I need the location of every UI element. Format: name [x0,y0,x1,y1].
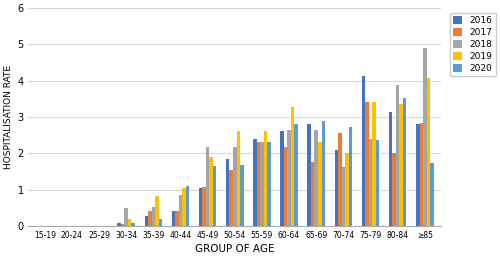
Legend: 2016, 2017, 2018, 2019, 2020: 2016, 2017, 2018, 2019, 2020 [450,13,496,76]
Bar [182,188,186,226]
Bar [314,130,318,226]
Bar [284,147,288,226]
Bar [311,162,314,226]
Bar [291,107,294,226]
Bar [416,124,420,226]
Bar [155,196,158,226]
Bar [256,142,260,226]
Bar [121,224,124,226]
Bar [236,132,240,226]
Bar [280,131,284,226]
Bar [400,104,403,226]
Bar [322,121,325,226]
Bar [338,133,342,226]
Bar [426,78,430,226]
Bar [362,76,365,226]
Bar [342,167,345,226]
Bar [365,102,368,226]
Bar [172,211,175,226]
Bar [118,223,121,226]
Bar [175,211,178,226]
Bar [152,207,155,226]
Bar [210,157,213,226]
Bar [389,111,392,226]
Bar [430,163,434,226]
Bar [206,147,210,226]
Bar [178,195,182,226]
Bar [199,188,202,226]
Bar [334,150,338,226]
Bar [294,124,298,226]
Bar [376,140,380,226]
Bar [226,159,230,226]
Bar [148,211,152,226]
Bar [348,127,352,226]
Bar [202,187,206,226]
Bar [264,132,267,226]
Bar [260,142,264,226]
Bar [392,153,396,226]
Bar [132,223,135,226]
Bar [128,219,132,226]
Bar [423,48,426,226]
X-axis label: GROUP OF AGE: GROUP OF AGE [195,244,274,254]
Bar [240,165,244,226]
Bar [288,130,291,226]
Bar [158,219,162,226]
Bar [213,166,216,226]
Bar [396,85,400,226]
Bar [372,102,376,226]
Bar [267,142,270,226]
Bar [420,123,423,226]
Bar [253,139,256,226]
Bar [345,153,348,226]
Bar [368,140,372,226]
Bar [124,208,128,226]
Y-axis label: HOSPITALISATION RATE: HOSPITALISATION RATE [4,65,13,169]
Bar [403,98,406,226]
Bar [308,124,311,226]
Bar [230,170,233,226]
Bar [233,147,236,226]
Bar [186,186,190,226]
Bar [318,142,322,226]
Bar [144,216,148,226]
